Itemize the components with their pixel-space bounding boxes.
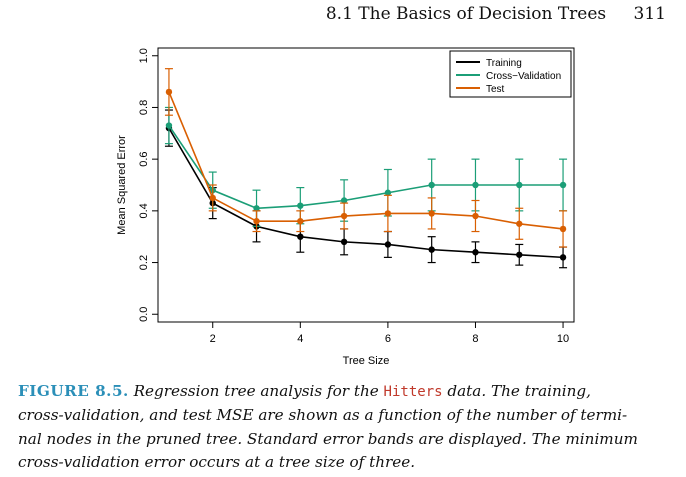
series-group	[164, 106, 568, 227]
mse-chart: 2 4 6 8 10 0.0 0.2 0.4 0.6 0.8 1.0 Tree Size Mean …	[116, 47, 575, 367]
data-point	[165, 88, 173, 96]
data-point	[559, 181, 567, 189]
legend: Training Cross−Validation Test	[449, 50, 572, 98]
series-group	[164, 68, 568, 248]
data-point	[472, 181, 479, 189]
data-point	[384, 189, 392, 196]
data-point	[384, 241, 392, 248]
legend-label: Cross−Validation	[486, 71, 561, 82]
figure-label: FIGURE 8.5.	[18, 382, 129, 400]
x-tick-label: 4	[297, 333, 303, 345]
x-tick-label: 8	[472, 333, 478, 345]
y-tick-label: 0.4	[138, 203, 150, 218]
data-point	[253, 217, 260, 225]
caption-line-1: FIGURE 8.5. Regression tree analysis for…	[18, 380, 682, 404]
figure-caption: FIGURE 8.5. Regression tree analysis for…	[18, 380, 682, 475]
data-point	[516, 181, 523, 189]
data-point	[516, 251, 523, 258]
legend-label: Test	[486, 84, 505, 95]
caption-line-2: cross-validation, and test MSE are shown…	[18, 406, 628, 425]
data-point	[516, 220, 523, 227]
y-tick-label: 0.6	[138, 152, 150, 167]
data-point	[165, 122, 173, 129]
data-point	[428, 181, 435, 189]
caption-text-1b: data. The training,	[447, 382, 591, 400]
page-number: 311	[633, 4, 666, 24]
data-point	[297, 217, 304, 225]
x-tick-label: 6	[385, 333, 391, 345]
data-point	[297, 202, 304, 209]
data-point	[428, 210, 435, 217]
data-point	[340, 212, 348, 220]
x-tick-label: 10	[557, 333, 569, 345]
caption-text-1a: Regression tree analysis for the	[133, 382, 379, 400]
y-tick-label: 0.2	[138, 255, 150, 270]
x-axis-label: Tree Size	[343, 355, 390, 367]
data-point	[209, 194, 216, 202]
series-layer	[164, 68, 568, 269]
series-line	[168, 127, 564, 259]
data-point	[297, 233, 304, 240]
dataset-name: Hitters	[383, 384, 443, 400]
plot-frame	[157, 47, 575, 323]
data-point	[472, 212, 479, 220]
data-point	[559, 254, 567, 261]
section-title: 8.1 The Basics of Decision Trees	[325, 4, 607, 24]
caption-line-4: cross-validation error occurs at a tree …	[18, 453, 416, 472]
series-group	[164, 109, 568, 269]
running-head: 8.1 The Basics of Decision Trees 311	[326, 4, 666, 24]
data-point	[384, 210, 392, 217]
data-point	[340, 197, 348, 204]
y-tick-label: 0.0	[138, 307, 150, 322]
y-axis-label: Mean Squared Error	[116, 135, 128, 235]
data-point	[428, 246, 435, 253]
data-point	[559, 225, 567, 233]
caption-line-3: nal nodes in the pruned tree. Standard e…	[18, 429, 638, 448]
legend-label: Training	[486, 58, 522, 69]
data-point	[472, 249, 479, 256]
data-point	[340, 238, 348, 246]
axes: 2 4 6 8 10 0.0 0.2 0.4 0.6 0.8 1.0	[138, 48, 569, 345]
series-line	[168, 125, 564, 210]
x-tick-label: 2	[210, 333, 216, 345]
data-point	[253, 205, 260, 212]
series-line	[168, 91, 564, 230]
y-tick-label: 0.8	[138, 100, 150, 115]
y-tick-label: 1.0	[138, 48, 150, 63]
